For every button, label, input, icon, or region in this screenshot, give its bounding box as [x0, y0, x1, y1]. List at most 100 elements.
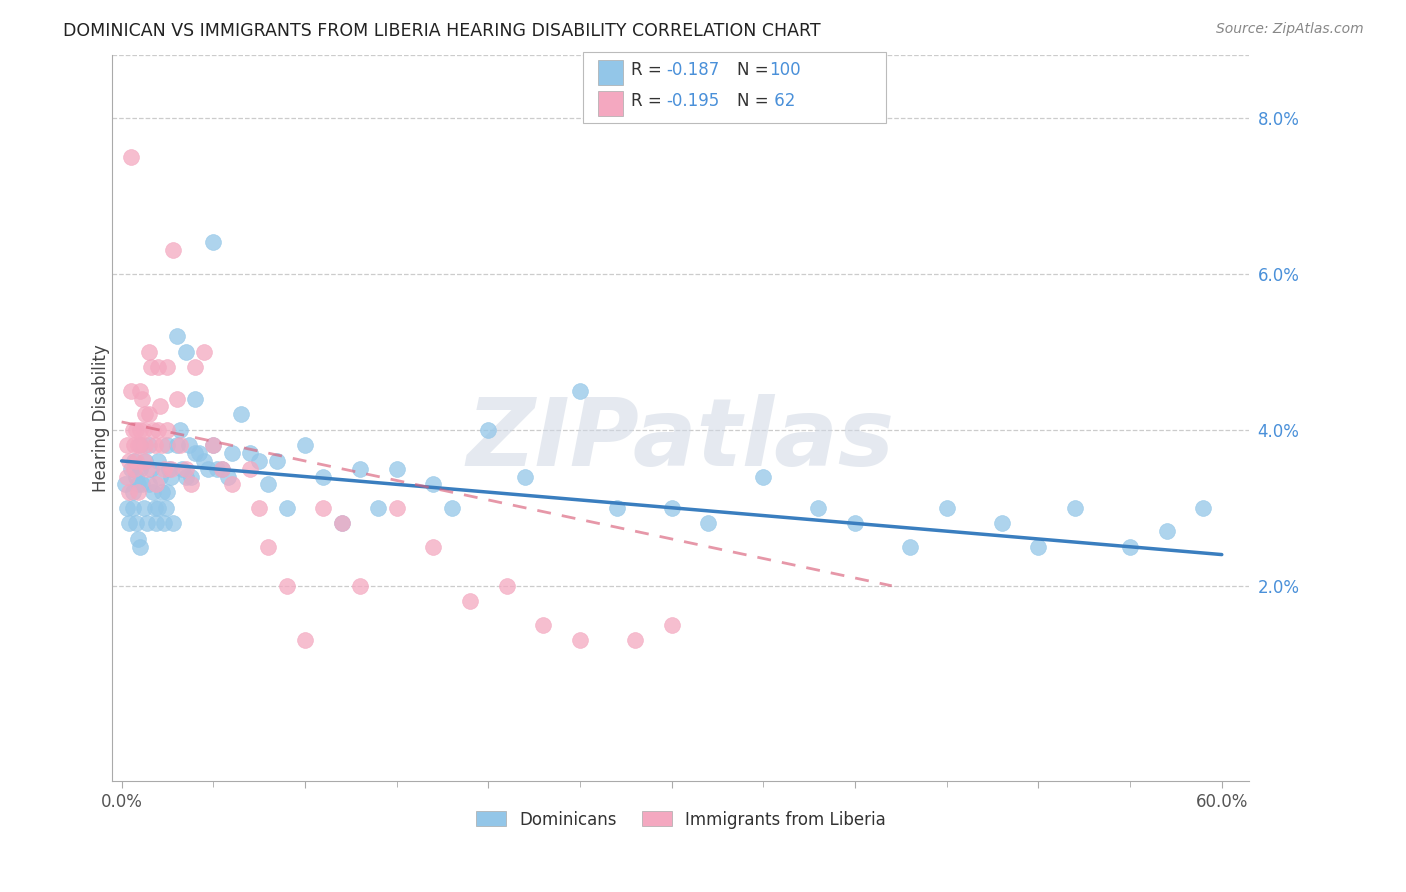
Point: [131, 477, 153, 491]
Point: [661, 617, 683, 632]
Point: [935, 500, 957, 515]
Point: [229, 407, 252, 421]
Point: [160, 461, 183, 475]
Point: [624, 633, 647, 648]
Point: [193, 344, 215, 359]
Point: [139, 461, 162, 475]
Point: [330, 516, 353, 531]
Point: [152, 461, 174, 475]
Point: [125, 516, 148, 531]
Text: -0.187: -0.187: [666, 61, 720, 78]
Point: [125, 469, 148, 483]
Point: [349, 461, 371, 475]
Point: [531, 617, 554, 632]
Text: 100: 100: [769, 61, 800, 78]
Text: Source: ZipAtlas.com: Source: ZipAtlas.com: [1216, 22, 1364, 37]
Point: [174, 469, 197, 483]
Point: [172, 461, 194, 475]
Point: [129, 540, 152, 554]
Point: [138, 438, 160, 452]
Point: [247, 454, 270, 468]
Point: [125, 423, 148, 437]
Point: [990, 516, 1012, 531]
Point: [131, 392, 153, 406]
Text: DOMINICAN VS IMMIGRANTS FROM LIBERIA HEARING DISABILITY CORRELATION CHART: DOMINICAN VS IMMIGRANTS FROM LIBERIA HEA…: [63, 22, 821, 40]
Point: [349, 579, 371, 593]
Point: [156, 438, 179, 452]
Point: [124, 454, 146, 468]
Point: [134, 438, 156, 452]
Point: [184, 360, 207, 375]
Point: [150, 485, 173, 500]
Point: [330, 516, 353, 531]
Point: [807, 500, 830, 515]
Point: [569, 384, 592, 398]
Point: [1156, 524, 1178, 538]
Point: [115, 469, 138, 483]
Point: [155, 500, 177, 515]
Point: [127, 477, 149, 491]
Point: [294, 438, 316, 452]
Point: [138, 344, 160, 359]
Point: [422, 540, 444, 554]
Point: [132, 423, 155, 437]
Point: [247, 500, 270, 515]
Point: [276, 500, 298, 515]
Point: [606, 500, 628, 515]
Point: [162, 516, 184, 531]
Point: [266, 454, 288, 468]
Point: [458, 594, 481, 608]
Text: R =: R =: [631, 92, 668, 110]
Point: [142, 423, 165, 437]
Point: [156, 485, 179, 500]
Point: [752, 469, 775, 483]
Point: [120, 150, 142, 164]
Point: [166, 392, 188, 406]
Point: [257, 540, 280, 554]
Point: [169, 423, 191, 437]
Point: [257, 477, 280, 491]
Point: [156, 423, 179, 437]
Point: [166, 329, 188, 343]
Point: [477, 423, 499, 437]
Point: [129, 461, 152, 475]
Point: [513, 469, 536, 483]
Text: N =: N =: [737, 92, 773, 110]
Point: [202, 235, 225, 250]
Point: [115, 438, 138, 452]
Point: [1192, 500, 1215, 515]
Point: [143, 438, 166, 452]
Text: R =: R =: [631, 61, 668, 78]
Point: [148, 454, 170, 468]
Point: [239, 446, 262, 460]
Point: [149, 469, 172, 483]
Point: [118, 516, 141, 531]
Point: [205, 461, 228, 475]
Point: [160, 469, 183, 483]
Text: ZIPatlas: ZIPatlas: [467, 393, 896, 486]
Point: [184, 446, 207, 460]
Point: [145, 477, 167, 491]
Point: [127, 438, 149, 452]
Point: [148, 500, 170, 515]
Point: [120, 384, 142, 398]
Point: [898, 540, 921, 554]
Point: [124, 461, 146, 475]
Point: [312, 469, 335, 483]
Point: [169, 438, 191, 452]
Point: [294, 633, 316, 648]
Point: [844, 516, 866, 531]
Point: [697, 516, 720, 531]
Point: [150, 438, 173, 452]
Point: [148, 423, 170, 437]
Point: [422, 477, 444, 491]
Point: [124, 438, 146, 452]
Point: [121, 500, 143, 515]
Point: [166, 438, 188, 452]
Text: N =: N =: [737, 61, 773, 78]
Point: [221, 477, 243, 491]
Point: [148, 360, 170, 375]
Point: [125, 454, 148, 468]
Point: [202, 438, 225, 452]
Point: [129, 384, 152, 398]
